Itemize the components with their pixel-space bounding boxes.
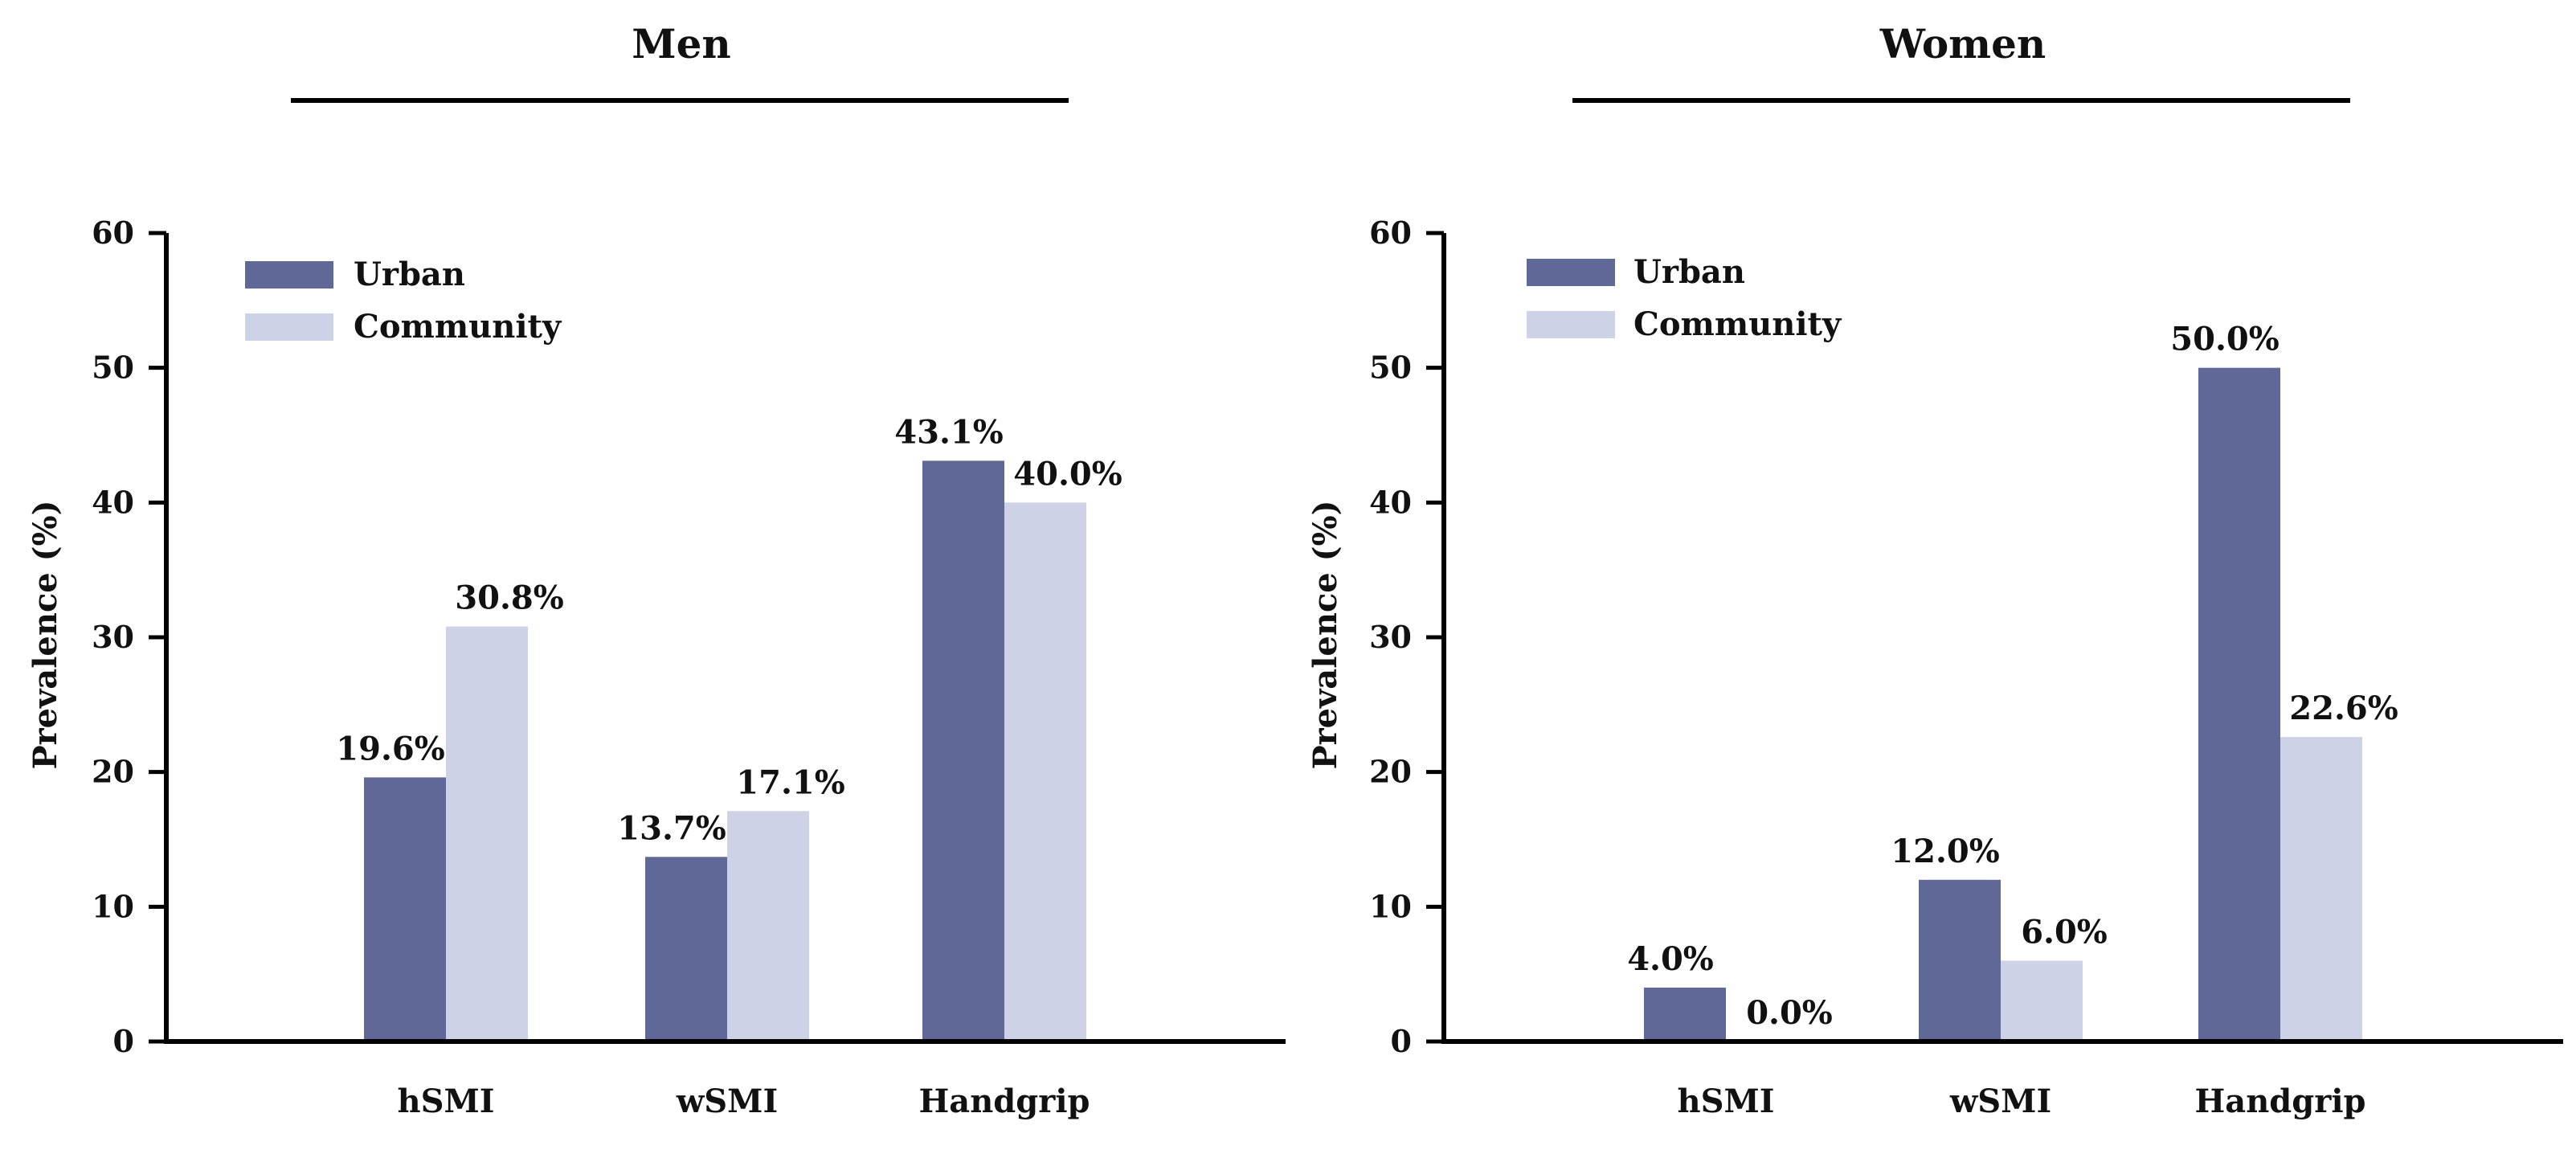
y-tick-label: 60 bbox=[1369, 215, 1412, 251]
legend-swatch-community bbox=[245, 313, 333, 341]
y-tick-label: 20 bbox=[1369, 754, 1412, 790]
bar-community-wsmi bbox=[727, 811, 809, 1041]
y-tick-label: 10 bbox=[92, 888, 134, 924]
data-label-urban-hsmi: 19.6% bbox=[336, 730, 444, 767]
y-tick-label: 40 bbox=[1369, 484, 1412, 520]
data-label-urban-handgrip: 50.0% bbox=[2170, 321, 2279, 358]
bar-urban-handgrip bbox=[2198, 367, 2280, 1042]
y-tick-label: 30 bbox=[1369, 619, 1412, 655]
chart-women: Women Prevalence (%) 0 10 20 30 40 50 60 4.0% 1… bbox=[1306, 20, 2563, 1120]
y-tick-label: 50 bbox=[92, 350, 134, 386]
bar-community-handgrip bbox=[2280, 737, 2362, 1041]
data-label-urban-hsmi: 4.0% bbox=[1627, 940, 1714, 978]
data-label-urban-wsmi: 13.7% bbox=[617, 809, 726, 847]
y-tick-label: 0 bbox=[1391, 1023, 1412, 1059]
data-label-community-handgrip: 22.6% bbox=[2289, 690, 2398, 727]
bar-urban-handgrip bbox=[922, 460, 1004, 1041]
x-tick-label: wSMI bbox=[1949, 1082, 2051, 1120]
y-ticks: 0 10 20 30 40 50 60 bbox=[1369, 215, 1444, 1059]
bar-community-hsmi bbox=[446, 626, 528, 1041]
y-tick-label: 0 bbox=[113, 1023, 134, 1059]
data-label-community-wsmi: 6.0% bbox=[2021, 913, 2108, 951]
bar-urban-wsmi bbox=[645, 857, 727, 1041]
data-labels: 4.0% 12.0% 50.0% 0.0% 6.0% 22.6% bbox=[1627, 321, 2398, 1032]
legend-swatch-urban bbox=[245, 261, 333, 288]
legend: Urban Community bbox=[245, 256, 562, 346]
x-ticks: hSMI wSMI Handgrip bbox=[1678, 1082, 2366, 1120]
bar-urban-hsmi bbox=[1644, 987, 1726, 1041]
bar-urban-hsmi bbox=[364, 777, 446, 1041]
legend-label-community: Community bbox=[354, 308, 562, 346]
bars bbox=[364, 460, 1086, 1041]
data-label-community-hsmi: 30.8% bbox=[455, 579, 563, 617]
chart-title: Women bbox=[1879, 20, 2046, 68]
y-ticks: 0 10 20 30 40 50 60 bbox=[92, 215, 166, 1059]
chart-men: Men Prevalence (%) 0 10 20 30 40 50 60 19.6% 13… bbox=[27, 20, 1286, 1120]
data-label-urban-wsmi: 12.0% bbox=[1891, 833, 1999, 870]
x-tick-label: hSMI bbox=[398, 1082, 495, 1120]
bar-community-handgrip bbox=[1004, 502, 1086, 1041]
y-tick-label: 30 bbox=[92, 619, 134, 655]
y-tick-label: 60 bbox=[92, 215, 134, 251]
bar-community-wsmi bbox=[2001, 960, 2083, 1041]
x-tick-label: hSMI bbox=[1678, 1082, 1775, 1120]
data-label-community-hsmi: 0.0% bbox=[1746, 994, 1833, 1032]
x-tick-label: Handgrip bbox=[2195, 1082, 2366, 1120]
y-tick-label: 40 bbox=[92, 484, 134, 520]
y-axis-label: Prevalence (%) bbox=[1306, 500, 1344, 769]
x-ticks: hSMI wSMI Handgrip bbox=[398, 1082, 1090, 1120]
y-axis-label: Prevalence (%) bbox=[27, 500, 64, 769]
bar-urban-wsmi bbox=[1919, 879, 2001, 1041]
data-label-urban-handgrip: 43.1% bbox=[894, 413, 1003, 451]
data-label-community-wsmi: 17.1% bbox=[736, 763, 844, 801]
data-label-community-handgrip: 40.0% bbox=[1013, 455, 1122, 493]
x-tick-label: Handgrip bbox=[919, 1082, 1090, 1120]
y-tick-label: 10 bbox=[1369, 888, 1412, 924]
legend-swatch-urban bbox=[1527, 259, 1615, 286]
legend: Urban Community bbox=[1527, 253, 1842, 343]
bars bbox=[1644, 367, 2362, 1042]
chart-title: Men bbox=[632, 20, 731, 68]
data-labels: 19.6% 13.7% 43.1% 30.8% 17.1% 40.0% bbox=[336, 413, 1122, 847]
y-tick-label: 20 bbox=[92, 754, 134, 790]
legend-swatch-community bbox=[1527, 311, 1615, 338]
legend-label-community: Community bbox=[1634, 305, 1842, 343]
legend-label-urban: Urban bbox=[354, 256, 465, 293]
legend-label-urban: Urban bbox=[1634, 253, 1745, 291]
y-tick-label: 50 bbox=[1369, 350, 1412, 386]
x-tick-label: wSMI bbox=[676, 1082, 778, 1120]
